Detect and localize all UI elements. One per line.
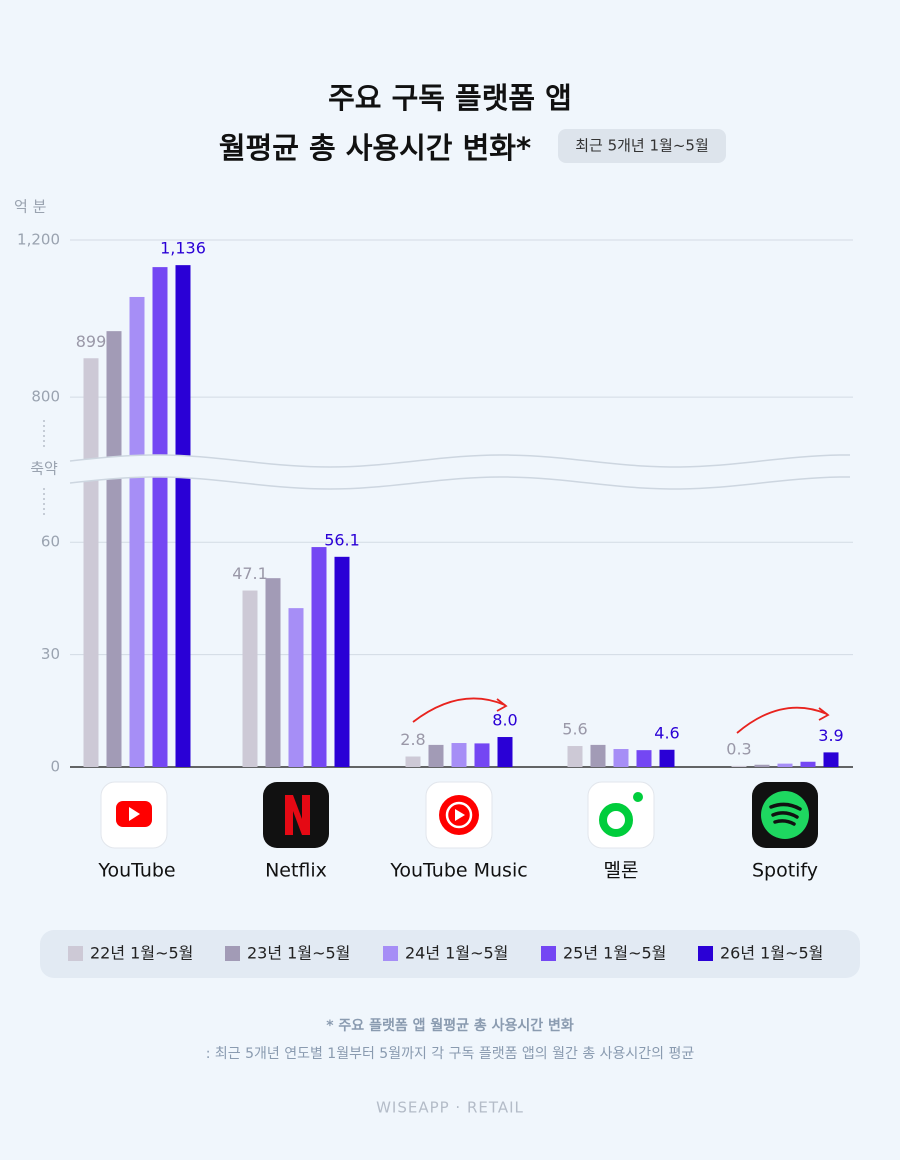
x-tick-label: Spotify: [752, 860, 818, 882]
break-line: [69, 476, 851, 490]
y-tick-label: 1,200: [17, 231, 60, 249]
bar: [288, 608, 304, 767]
legend-label: 25년 1월~5월: [563, 944, 666, 963]
bar: [242, 590, 258, 767]
bar: [497, 737, 513, 767]
value-label: 8.0: [492, 711, 517, 730]
icons: [100, 781, 818, 849]
bar: [428, 744, 444, 767]
bar: [754, 764, 770, 767]
legend-swatch: [225, 946, 240, 961]
legend: 22년 1월~5월 23년 1월~5월 24년 1월~5월 25년 1월~5월 26년 …: [68, 944, 823, 963]
legend-label: 22년 1월~5월: [90, 944, 193, 963]
bar: [334, 556, 350, 767]
y-tick-label: 60: [41, 533, 60, 551]
x-tick-label: YouTube: [97, 860, 175, 882]
value-label: 899: [76, 332, 107, 351]
bar: [613, 749, 629, 767]
chart-title: 주요 구독 플랫폼 앱: [328, 81, 572, 115]
value-label: 5.6: [562, 720, 587, 739]
bar: [175, 265, 191, 767]
bar: [777, 763, 793, 767]
trend-arrows: [412, 697, 830, 734]
badge: [558, 129, 726, 163]
legend-label: 23년 1월~5월: [247, 944, 350, 963]
bar: [129, 296, 145, 767]
y-unit: 억 분: [14, 198, 47, 216]
x-tick-label: 멜론: [604, 860, 639, 882]
legend-swatch: [698, 946, 713, 961]
break-label: 축약: [30, 460, 58, 478]
bar: [311, 547, 327, 767]
legend-swatch: [541, 946, 556, 961]
value-label: 3.9: [818, 726, 843, 745]
bar: [83, 358, 99, 767]
bar: [451, 743, 467, 767]
bar: [474, 743, 490, 767]
y-tick-label: 30: [41, 645, 60, 663]
footnote-title: * 주요 플랫폼 앱 월평균 총 사용시간 변화: [326, 1017, 574, 1034]
value-label: 4.6: [654, 723, 679, 742]
legend-label: 24년 1월~5월: [405, 944, 508, 963]
legend-swatch: [68, 946, 83, 961]
y-tick-label: 800: [31, 388, 60, 406]
footnote-text: : 최근 5개년 연도별 1월부터 5월까지 각 구독 플랫폼 앱의 월간 총 …: [206, 1046, 695, 1062]
bar: [567, 746, 583, 767]
value-label: 56.1: [324, 530, 360, 549]
bar: [731, 765, 747, 767]
value-label: 47.1: [232, 564, 268, 583]
break-line: [69, 454, 851, 468]
bar: [659, 749, 675, 767]
bar: [152, 267, 168, 767]
source: WISEAPP · RETAIL: [376, 1099, 524, 1117]
legend-swatch: [383, 946, 398, 961]
bar: [106, 331, 122, 767]
period-note: 최근 5개년 1월~5월: [575, 137, 709, 155]
x-tick-label: Netflix: [265, 860, 327, 882]
bar: [405, 756, 421, 767]
bar: [265, 578, 281, 767]
y-tick-label: 0: [50, 758, 60, 776]
chart-title: 월평균 총 사용시간 변화*: [219, 131, 531, 165]
x-tick-label: YouTube Music: [389, 860, 527, 882]
legend-label: 26년 1월~5월: [720, 944, 823, 963]
bar: [636, 750, 652, 767]
value-label: 2.8: [400, 730, 425, 749]
bar: [823, 752, 839, 767]
plot: 0 30 60 800 1,200 899 47.1 2.8 5.6 0.3 1,136 56.1 8.…: [17, 231, 853, 882]
value-label: 0.3: [726, 739, 751, 758]
bar: [590, 744, 606, 767]
legend-box: [40, 930, 860, 978]
value-label: 1,136: [160, 239, 206, 258]
bar: [800, 761, 816, 767]
